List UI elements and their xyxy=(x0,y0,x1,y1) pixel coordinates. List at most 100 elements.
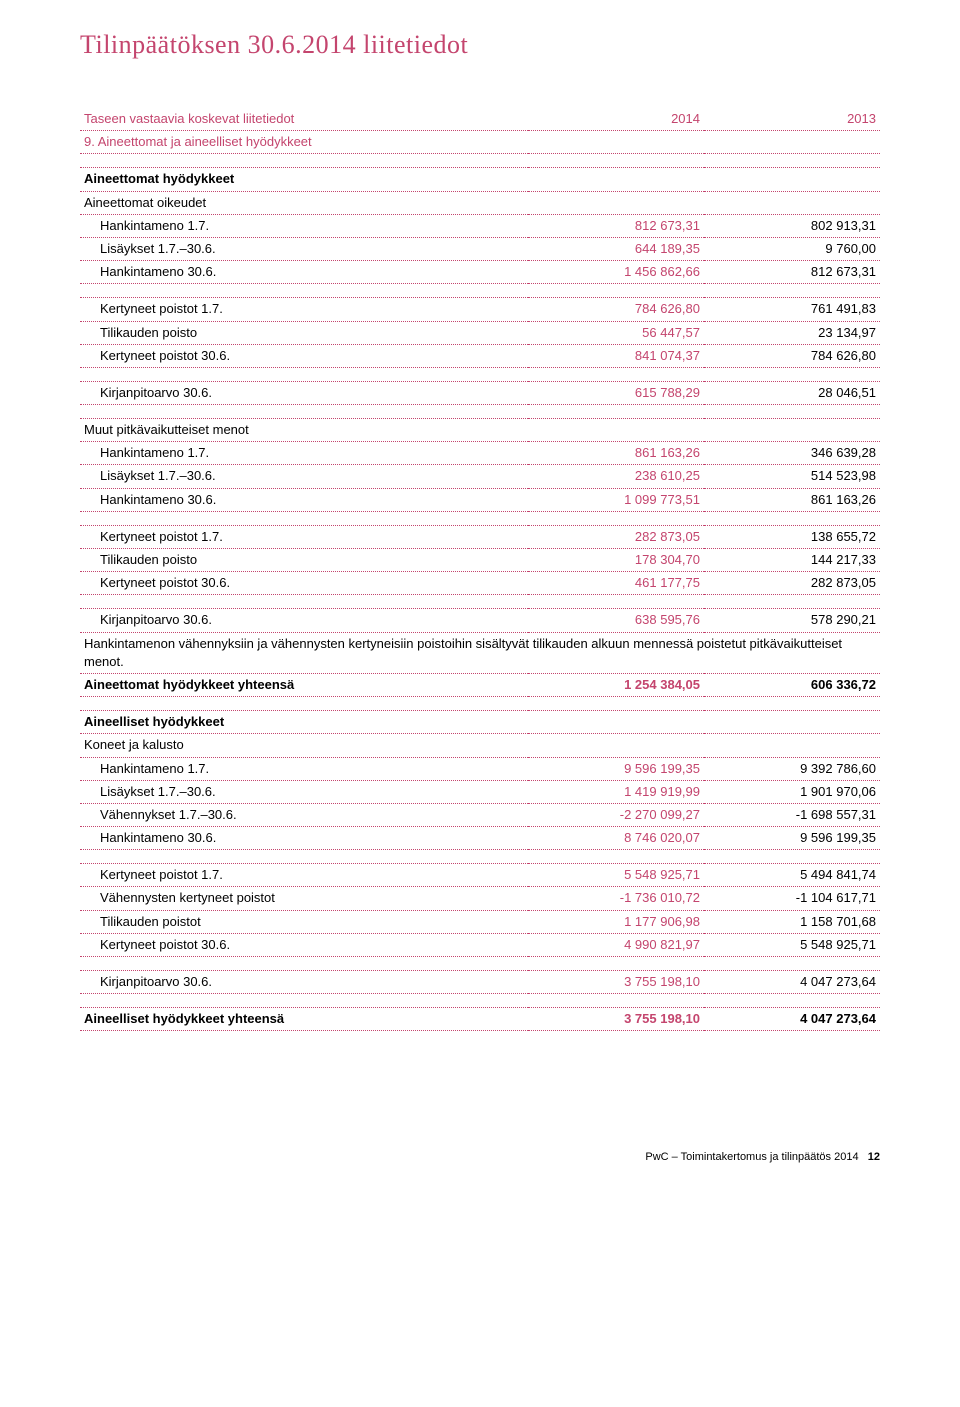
label-cell: Hankintameno 30.6. xyxy=(80,261,528,284)
value-2014-cell: 812 673,31 xyxy=(528,214,704,237)
spacer-row xyxy=(80,994,880,1008)
value-2013-cell: 784 626,80 xyxy=(704,344,880,367)
value-2014: 1 254 384,05 xyxy=(624,677,700,692)
value-2013: 4 047 273,64 xyxy=(800,1011,876,1026)
label-cell: Tilikauden poisto xyxy=(80,549,528,572)
label-cell: Kertyneet poistot 30.6. xyxy=(80,344,528,367)
block-header-row: Aineelliset hyödykkeet xyxy=(80,711,880,734)
label-cell: Lisäykset 1.7.–30.6. xyxy=(80,465,528,488)
spacer-row xyxy=(80,154,880,168)
value-2014: 841 074,37 xyxy=(635,348,700,363)
value-2014: 1 099 773,51 xyxy=(624,492,700,507)
row-label: Lisäykset 1.7.–30.6. xyxy=(100,784,216,799)
row-label: Hankintameno 1.7. xyxy=(100,218,209,233)
value-2013: 1 901 970,06 xyxy=(800,784,876,799)
row-label: Kirjanpitoarvo 30.6. xyxy=(100,974,212,989)
value-2013: 802 913,31 xyxy=(811,218,876,233)
label-cell: Aineettomat hyödykkeet yhteensä xyxy=(80,673,528,696)
label-cell: Vähennysten kertyneet poistot xyxy=(80,887,528,910)
value-2014: 4 990 821,97 xyxy=(624,937,700,952)
label-cell: Koneet ja kalusto xyxy=(80,734,528,757)
value-2013: 514 523,98 xyxy=(811,468,876,483)
row-label: Kertyneet poistot 1.7. xyxy=(100,529,223,544)
value-2013-cell: 514 523,98 xyxy=(704,465,880,488)
value-2013: 28 046,51 xyxy=(818,385,876,400)
value-2013-cell: -1 698 557,31 xyxy=(704,803,880,826)
row-label: Tilikauden poisto xyxy=(100,552,197,567)
value-2013-cell: 138 655,72 xyxy=(704,525,880,548)
note-row: Hankintamenon vähennyksiin ja vähennyste… xyxy=(80,632,880,673)
label-cell: Kertyneet poistot 1.7. xyxy=(80,525,528,548)
table-row: Kirjanpitoarvo 30.6.638 595,76578 290,21 xyxy=(80,609,880,632)
label-cell: Hankintameno 1.7. xyxy=(80,442,528,465)
value-2014-cell: 1 456 862,66 xyxy=(528,261,704,284)
table-row: Kertyneet poistot 1.7.5 548 925,715 494 … xyxy=(80,864,880,887)
value-2014-cell: 861 163,26 xyxy=(528,442,704,465)
table-row: Aineettomat oikeudet xyxy=(80,191,880,214)
row-label: Kertyneet poistot 30.6. xyxy=(100,348,230,363)
value-2013-cell: 606 336,72 xyxy=(704,673,880,696)
value-2013: 9 392 786,60 xyxy=(800,761,876,776)
table-row: Hankintameno 1.7.861 163,26 346 639,28 xyxy=(80,442,880,465)
value-2014-cell: 644 189,35 xyxy=(528,237,704,260)
row-label: Hankintameno 30.6. xyxy=(100,830,216,845)
spacer-row xyxy=(80,367,880,381)
label-cell: Tilikauden poisto xyxy=(80,321,528,344)
section-sub-cell: 9. Aineettomat ja aineelliset hyödykkeet xyxy=(80,131,528,154)
value-2013-cell: 9 392 786,60 xyxy=(704,757,880,780)
value-2013: 138 655,72 xyxy=(811,529,876,544)
value-2013-cell: 23 134,97 xyxy=(704,321,880,344)
value-2014: 1 177 906,98 xyxy=(624,914,700,929)
value-2013: 5 548 925,71 xyxy=(800,937,876,952)
table-row: Lisäykset 1.7.–30.6.1 419 919,991 901 97… xyxy=(80,780,880,803)
table-row: Kertyneet poistot 30.6. 4 990 821,97 5 548… xyxy=(80,933,880,956)
table-row: Tilikauden poisto 56 447,57 23 134,97 xyxy=(80,321,880,344)
value-2014: 461 177,75 xyxy=(635,575,700,590)
label-cell: Hankintameno 1.7. xyxy=(80,214,528,237)
table-row: Aineettomat hyödykkeet yhteensä 1 254 384… xyxy=(80,673,880,696)
value-2014-cell: 638 595,76 xyxy=(528,609,704,632)
row-label: Vähennykset 1.7.–30.6. xyxy=(100,807,237,822)
table-row: Hankintameno 1.7. 812 673,31 802 913,31 xyxy=(80,214,880,237)
value-2013-cell: 9 760,00 xyxy=(704,237,880,260)
row-label: Hankintameno 30.6. xyxy=(100,264,216,279)
value-2013-cell: -1 104 617,71 xyxy=(704,887,880,910)
table-row: Kertyneet poistot 30.6. 841 074,37 784 626… xyxy=(80,344,880,367)
table-row: Lisäykset 1.7.–30.6.644 189,359 760,00 xyxy=(80,237,880,260)
table-row: Tilikauden poistot1 177 906,981 158 701,… xyxy=(80,910,880,933)
label-cell: Kirjanpitoarvo 30.6. xyxy=(80,971,528,994)
spacer-row xyxy=(80,511,880,525)
value-2014: 3 755 198,10 xyxy=(624,974,700,989)
label-cell: Vähennykset 1.7.–30.6. xyxy=(80,803,528,826)
row-label: Tilikauden poisto xyxy=(100,325,197,340)
value-2014: 5 548 925,71 xyxy=(624,867,700,882)
table-row: Muut pitkävaikutteiset menot xyxy=(80,419,880,442)
table-row: Kirjanpitoarvo 30.6.615 788,2928 046,51 xyxy=(80,381,880,404)
table-row: Kirjanpitoarvo 30.6.3 755 198,104 047 27… xyxy=(80,971,880,994)
value-2013: 9 760,00 xyxy=(825,241,876,256)
row-label: Kertyneet poistot 30.6. xyxy=(100,575,230,590)
label-cell: Kirjanpitoarvo 30.6. xyxy=(80,609,528,632)
value-2014: 615 788,29 xyxy=(635,385,700,400)
value-2013: 346 639,28 xyxy=(811,445,876,460)
value-2013: 606 336,72 xyxy=(811,677,876,692)
value-2014-cell: 9 596 199,35 xyxy=(528,757,704,780)
label-cell: Hankintameno 30.6. xyxy=(80,827,528,850)
page-title: Tilinpäätöksen 30.6.2014 liitetiedot xyxy=(80,30,880,60)
value-2013-cell: 346 639,28 xyxy=(704,442,880,465)
label-cell: Kertyneet poistot 30.6. xyxy=(80,933,528,956)
value-2014: 638 595,76 xyxy=(635,612,700,627)
table-row: Vähennysten kertyneet poistot-1 736 010,… xyxy=(80,887,880,910)
value-2013-cell: 9 596 199,35 xyxy=(704,827,880,850)
block-header-row: Aineettomat hyödykkeet xyxy=(80,168,880,191)
label-cell: Kertyneet poistot 1.7. xyxy=(80,864,528,887)
value-2014: 56 447,57 xyxy=(642,325,700,340)
label-cell: Hankintameno 30.6. xyxy=(80,488,528,511)
subheader-row: 9. Aineettomat ja aineelliset hyödykkeet xyxy=(80,131,880,154)
spacer-row xyxy=(80,850,880,864)
table-row: Vähennykset 1.7.–30.6. -2 270 099,27 -1 69… xyxy=(80,803,880,826)
value-2014: 238 610,25 xyxy=(635,468,700,483)
value-2013-cell: 812 673,31 xyxy=(704,261,880,284)
row-label: Aineettomat hyödykkeet yhteensä xyxy=(84,677,294,692)
value-2014: -2 270 099,27 xyxy=(620,807,700,822)
